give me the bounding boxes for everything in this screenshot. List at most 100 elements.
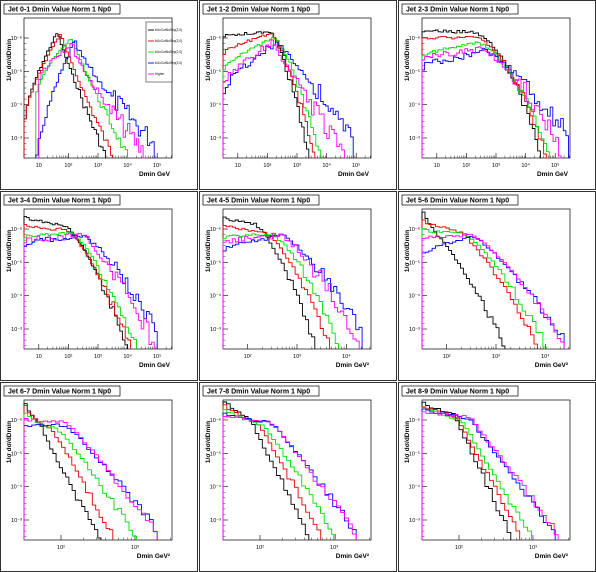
series-blue [23,423,158,540]
chart-title: Jet 0-1 Dmin Value Norm 1 Np0 [8,7,111,14]
x-tick-label: 10 [36,163,42,169]
x-axis-label: Dmin GeV² [535,553,569,560]
y-axis-label: 1/σ dσ/dDmin [6,421,13,463]
x-tick-label: 10⁴ [342,353,351,360]
series-red [222,224,331,349]
x-axis-label: Dmin GeV² [336,553,370,560]
panel-1: Jet 0-1 Dmin Value Norm 1 Np0 1/σ dσ/dDmi… [0,0,198,190]
series-black [23,403,102,540]
panel-4: Jet 3-4 Dmin Value Norm 1 Np0 1/σ dσ/dDmi… [0,191,198,381]
x-tick-label: 10⁴ [322,162,331,169]
x-tick-label: 10² [462,163,470,169]
series-green [222,232,339,349]
x-axis-label: Dmin GeV [139,171,171,178]
y-tick-label: 10⁻⁵ [210,450,221,457]
series-magenta [421,411,559,540]
x-axis-label: Dmin GeV² [137,553,171,560]
legend-entry-4: kt1xCutNoSep(2,0) [155,61,182,65]
x-tick-label: 10⁵ [352,162,360,169]
panel-border [199,382,397,572]
y-tick-label: 10⁻⁶ [11,226,22,233]
series-black [222,31,310,158]
y-tick-label: 10⁻⁵ [210,68,221,75]
x-tick-label: 10³ [293,163,301,169]
x-axis-label: Dmin GeV [338,171,370,178]
x-tick-label: 10⁴ [123,353,132,360]
x-tick-label: 10² [455,545,463,551]
x-tick-label: 10⁵ [153,162,161,169]
y-axis-label: 1/σ dσ/dDmin [404,421,411,463]
title-box [202,194,320,206]
series-blue [222,233,363,349]
x-tick-label: 10 [235,163,241,169]
y-tick-label: 10⁻³ [409,327,420,333]
y-tick-label: 10⁻⁴ [210,102,222,109]
x-tick-label: 10³ [94,163,102,169]
y-tick-label: 10⁻⁴ [409,484,421,491]
y-tick-label: 10⁻³ [409,136,420,142]
series-green [23,412,137,540]
legend-entry-3: kt1xCutNoSep(2,0) [155,50,182,54]
series-magenta [222,232,360,349]
x-tick-label: 10³ [293,354,301,360]
y-tick-label: 10⁻⁴ [11,102,23,109]
series-magenta [421,233,565,349]
title-box [401,385,519,397]
x-tick-label: 10³ [330,545,338,551]
y-tick-label: 10⁻³ [210,136,221,142]
title-box [3,3,121,15]
y-tick-label: 10⁻³ [210,518,221,524]
x-tick-label: 10⁴ [541,353,550,360]
chart-title: Jet 4-5 Dmin Value Norm 1 Np0 [207,198,310,205]
y-tick-label: 10⁻⁶ [409,35,420,42]
x-tick-label: 10³ [131,545,139,551]
y-tick-label: 10⁻⁵ [11,259,22,266]
chart-title: Jet 3-4 Dmin Value Norm 1 Np0 [8,198,111,205]
series-magenta [38,42,146,159]
series-magenta [222,416,357,540]
series-blue [222,41,354,158]
panel-8: Jet 7-8 Dmin Value Norm 1 Np0 1/σ dσ/dDmi… [199,382,397,572]
y-tick-label: 10⁻⁶ [210,417,221,424]
series-green [421,41,550,158]
x-axis-label: Dmin GeV [537,171,569,178]
title-box [202,385,320,397]
series-green [35,38,129,158]
chart-title: Jet 8-9 Dmin Value Norm 1 Np0 [406,389,509,396]
series-black [421,211,506,349]
panel-border [398,382,596,572]
x-tick-label: 10 [434,163,440,169]
y-tick-label: 10⁻⁶ [409,417,420,424]
y-tick-label: 10⁻⁴ [409,102,421,109]
series-black [222,401,310,540]
y-axis-label: 1/σ dσ/dDmin [205,39,212,81]
x-tick-label: 10³ [492,354,500,360]
series-blue [35,40,155,158]
x-axis-label: Dmin GeV [139,362,171,369]
y-axis-label: 1/σ dσ/dDmin [6,230,13,272]
x-tick-label: 10³ [94,354,102,360]
title-box [3,385,121,397]
panel-6: Jet 5-6 Dmin Value Norm 1 Np0 1/σ dσ/dDmi… [398,191,596,381]
series-green [222,36,322,158]
y-axis-label: 1/σ dσ/dDmin [6,39,13,81]
y-tick-label: 10⁻³ [11,327,22,333]
panel-2: Jet 1-2 Dmin Value Norm 1 Np0 1/σ dσ/dDmi… [199,0,397,190]
y-tick-label: 10⁻³ [11,518,22,524]
x-tick-label: 10² [443,354,451,360]
x-tick-label: 10² [256,545,264,551]
x-tick-label: 10⁴ [521,162,530,169]
series-red [23,34,114,158]
x-tick-label: 10⁵ [551,162,559,169]
x-axis-label: Dmin GeV² [535,362,569,369]
chart-title: Jet 6-7 Dmin Value Norm 1 Np0 [8,389,111,396]
legend-entry-2: kt1xCutNoSep(2,0) [155,39,182,43]
y-tick-label: 10⁻⁴ [409,293,421,300]
x-tick-label: 10² [64,354,72,360]
panel-7: Jet 6-7 Dmin Value Norm 1 Np0 1/σ dσ/dDmi… [0,382,198,572]
chart-title: Jet 7-8 Dmin Value Norm 1 Np0 [207,389,310,396]
series-green [421,228,547,349]
x-tick-label: 10³ [492,163,500,169]
y-tick-label: 10⁻⁴ [11,293,23,300]
